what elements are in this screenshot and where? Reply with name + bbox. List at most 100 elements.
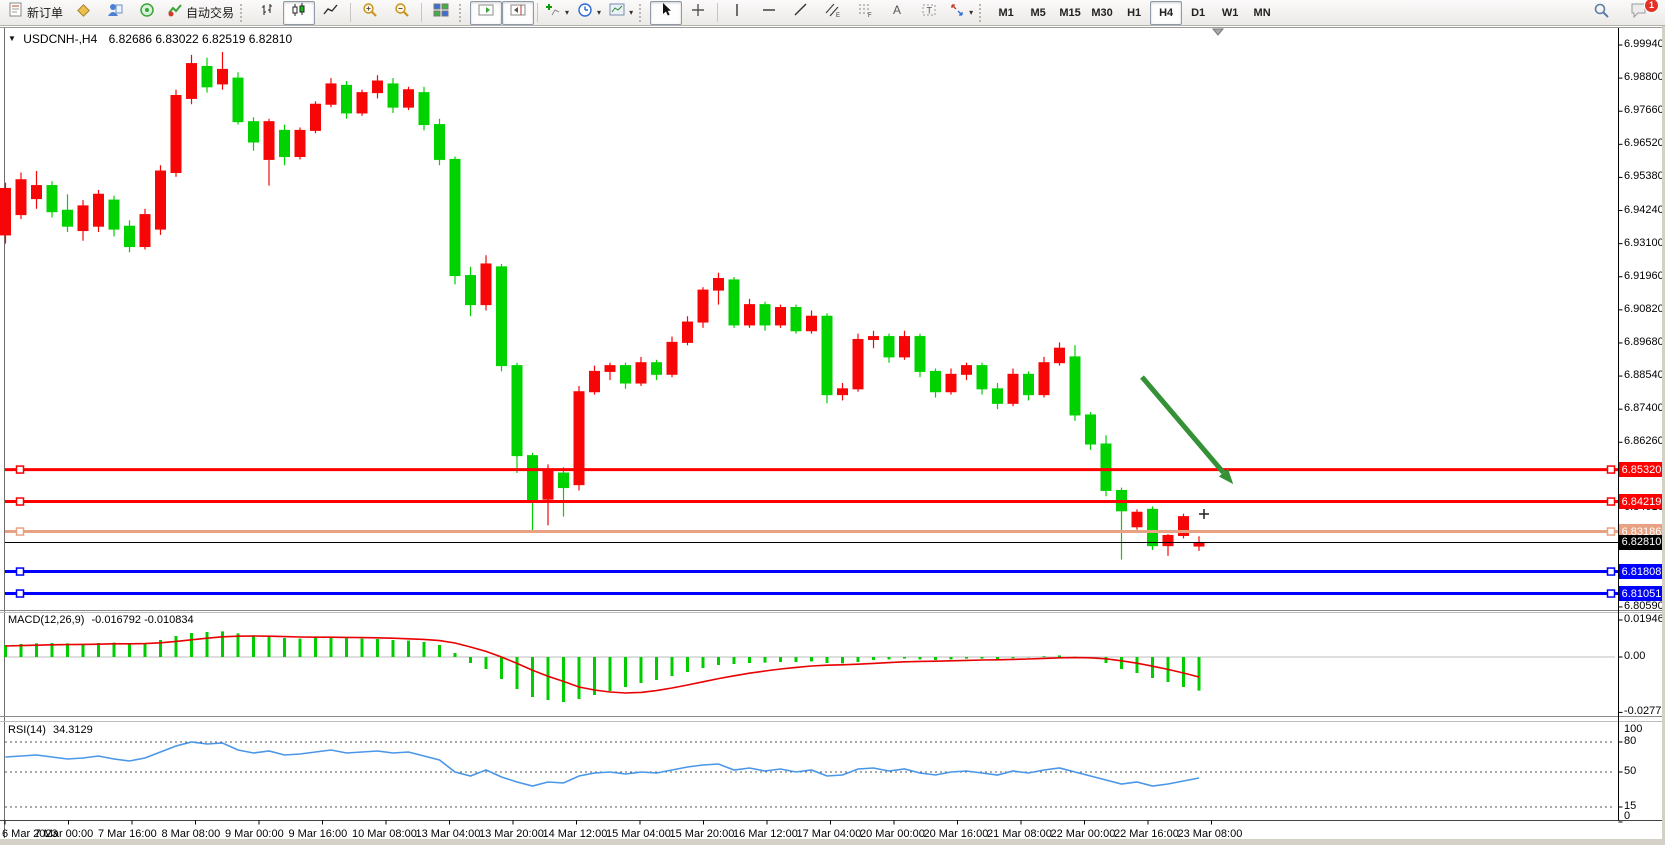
level-line-handle[interactable] xyxy=(15,527,25,536)
candle-body xyxy=(1054,347,1065,364)
candle-body xyxy=(46,185,58,213)
timeframe-button-m15[interactable]: M15 xyxy=(1054,1,1086,25)
candle-body xyxy=(728,279,740,326)
equidistant-channel-button[interactable]: E xyxy=(817,1,849,25)
timeframe-button-h1[interactable]: H1 xyxy=(1118,1,1150,25)
level-line-handle[interactable] xyxy=(1606,589,1616,598)
level-line-handle[interactable] xyxy=(15,589,25,598)
trend-arrow-object[interactable] xyxy=(1140,375,1226,475)
rsi-value: 34.3129 xyxy=(52,724,93,736)
candle-body xyxy=(372,80,383,94)
horizontal-line-button[interactable] xyxy=(753,1,785,25)
timeframe-button-m5[interactable]: M5 xyxy=(1022,1,1054,25)
zoom-out-button[interactable] xyxy=(386,1,418,25)
search-button[interactable] xyxy=(1585,1,1617,25)
zoom-out-icon xyxy=(394,2,410,23)
time-axis-label: 20 Mar 00:00 xyxy=(860,828,925,840)
time-axis-label: 22 Mar 00:00 xyxy=(1050,828,1116,840)
bar-chart-button[interactable] xyxy=(251,1,283,25)
level-line-handle[interactable] xyxy=(15,497,25,506)
level-line-handle[interactable] xyxy=(1606,465,1616,474)
candle-body xyxy=(1193,541,1205,547)
candle-body xyxy=(108,199,120,230)
crosshair-button[interactable] xyxy=(682,1,714,25)
level-line-handle[interactable] xyxy=(15,465,25,474)
level-line-handle[interactable] xyxy=(1606,497,1616,506)
candle-body xyxy=(1131,511,1143,528)
timeframe-button-m30[interactable]: M30 xyxy=(1086,1,1118,25)
candle-body xyxy=(232,77,244,123)
rsi-axis-label: 0 xyxy=(1624,809,1631,822)
line-chart-button[interactable] xyxy=(315,1,347,25)
signals-button[interactable] xyxy=(131,1,163,25)
chat-button[interactable]: 1 xyxy=(1623,0,1659,25)
level-line-handle[interactable] xyxy=(1606,567,1616,576)
timeframe-button-m1[interactable]: M1 xyxy=(990,1,1022,25)
arrows-button[interactable]: ▾ xyxy=(945,1,977,25)
chart-shift-button[interactable] xyxy=(502,0,535,25)
trendline-button[interactable] xyxy=(785,1,817,25)
metaeditor-button[interactable] xyxy=(99,1,131,25)
autotrading-button[interactable]: 自动交易 xyxy=(163,1,238,25)
zoom-in-button[interactable] xyxy=(354,1,386,25)
price-axis-label: 6.97660 xyxy=(1624,104,1664,117)
market-button[interactable] xyxy=(67,1,99,25)
candle-body xyxy=(62,209,73,227)
text-button[interactable]: A xyxy=(881,1,913,25)
timeframe-label: H1 xyxy=(1127,6,1142,19)
timeframe-button-h4[interactable]: H4 xyxy=(1150,0,1183,25)
vertical-line-button[interactable] xyxy=(721,1,753,25)
dropdown-arrow-icon: ▾ xyxy=(597,8,602,17)
templates-button[interactable]: ▾ xyxy=(605,1,637,25)
timeframe-label: D1 xyxy=(1191,6,1206,19)
rsi-axis-label: 80 xyxy=(1624,735,1637,747)
candle-body xyxy=(418,92,430,126)
rsi-name: RSI(14) xyxy=(8,724,46,736)
trend-arrow-head[interactable] xyxy=(1218,468,1234,485)
cursor-icon xyxy=(658,2,674,23)
candle-body xyxy=(790,307,802,332)
candle-body xyxy=(852,338,864,390)
price-axis-label: 6.90820 xyxy=(1624,302,1664,315)
candle-body xyxy=(1007,373,1019,404)
price-axis-label: 6.89680 xyxy=(1624,335,1664,348)
indicators-button[interactable]: ▾ xyxy=(541,1,573,25)
tile-windows-button[interactable] xyxy=(425,1,457,25)
time-axis-label: 17 Mar 04:00 xyxy=(796,828,862,840)
toolbar-grip xyxy=(459,3,466,22)
tile-windows-icon xyxy=(433,2,449,23)
price-axis-label: 6.87400 xyxy=(1624,402,1664,415)
price-marker-cross[interactable] xyxy=(1199,509,1209,519)
price-axis-label: 6.98800 xyxy=(1624,71,1664,84)
toolbar: 新订单 自动交易 xyxy=(0,0,1665,26)
candle-body xyxy=(620,365,631,384)
one-click-trading-arrow-icon[interactable]: ▼ xyxy=(8,34,16,43)
autotrading-label: 自动交易 xyxy=(186,6,235,20)
auto-scroll-button[interactable] xyxy=(470,0,503,25)
toolbar-grip xyxy=(979,3,986,22)
price-axis-label: 6.96520 xyxy=(1624,137,1664,150)
candle-body xyxy=(155,170,166,230)
window-frame-right xyxy=(1662,0,1665,845)
candle-body xyxy=(961,365,972,375)
candlestick-chart-button[interactable] xyxy=(283,0,316,25)
level-line-handle[interactable] xyxy=(1606,527,1616,536)
text-label-button[interactable]: T xyxy=(913,1,945,25)
timeframe-button-w1[interactable]: W1 xyxy=(1214,1,1246,25)
new-order-icon xyxy=(8,2,24,23)
timeframe-button-mn[interactable]: MN xyxy=(1246,1,1278,25)
chart-window[interactable]: ▼ USDCNH-,H4 6.82686 6.83022 6.82519 6.8… xyxy=(0,27,1665,845)
dropdown-arrow-icon: ▾ xyxy=(565,8,570,17)
new-order-button[interactable]: 新订单 xyxy=(4,1,67,25)
candle-body xyxy=(387,83,399,108)
chart-shift-marker[interactable] xyxy=(1211,28,1225,36)
periods-button[interactable]: ▾ xyxy=(573,1,605,25)
new-order-label: 新订单 xyxy=(27,6,64,20)
cursor-button[interactable] xyxy=(650,0,683,25)
timeframe-button-d1[interactable]: D1 xyxy=(1182,1,1214,25)
fibonacci-button[interactable]: F xyxy=(849,1,881,25)
level-line-handle[interactable] xyxy=(15,567,25,576)
candle-body xyxy=(77,205,89,232)
macd-values: -0.016792 -0.010834 xyxy=(91,614,194,626)
